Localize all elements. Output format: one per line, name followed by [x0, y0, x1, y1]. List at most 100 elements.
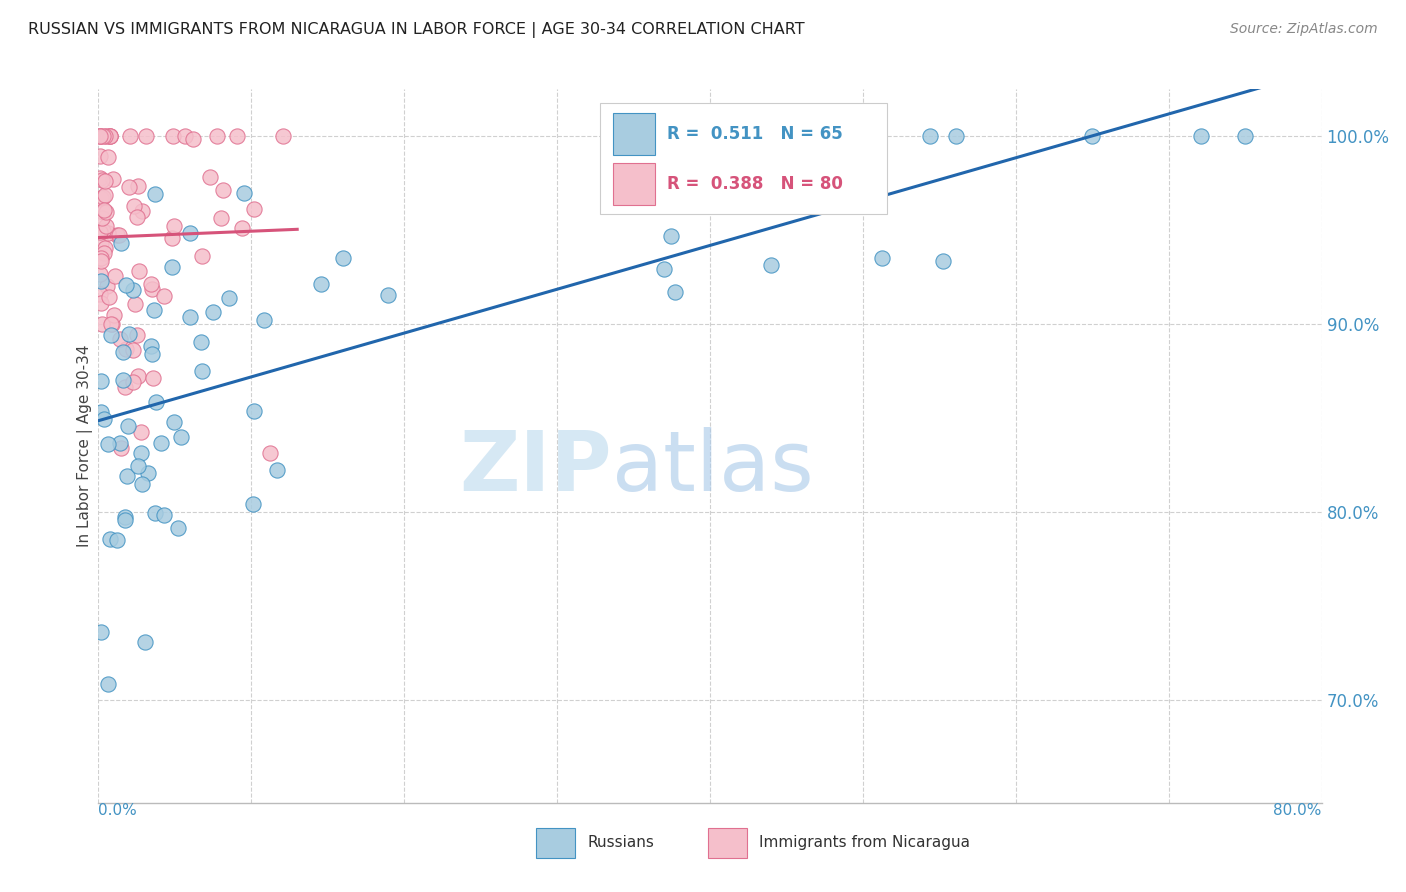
- Point: [231, 221, 253, 235]
- Text: atlas: atlas: [612, 427, 814, 508]
- Point: [93, 245, 115, 260]
- Point: [218, 291, 240, 305]
- Point: [243, 403, 266, 417]
- Point: [94, 204, 117, 219]
- Point: [89, 129, 111, 144]
- Point: [90, 235, 112, 250]
- Point: [118, 180, 141, 194]
- Point: [152, 289, 174, 303]
- Text: R =  0.511   N = 65: R = 0.511 N = 65: [668, 125, 844, 143]
- Point: [664, 285, 686, 299]
- Text: Russians: Russians: [588, 835, 655, 850]
- Point: [945, 129, 967, 144]
- Point: [761, 153, 783, 167]
- Point: [377, 287, 399, 301]
- Point: [759, 258, 782, 272]
- Point: [266, 463, 288, 477]
- Point: [659, 228, 682, 243]
- Point: [93, 241, 115, 255]
- Point: [122, 375, 145, 389]
- Point: [209, 211, 232, 226]
- Point: [152, 508, 174, 522]
- Point: [110, 441, 132, 455]
- FancyBboxPatch shape: [600, 103, 887, 214]
- Point: [135, 129, 157, 144]
- Point: [932, 253, 955, 268]
- Point: [852, 129, 875, 144]
- Point: [93, 204, 115, 219]
- Point: [131, 477, 153, 491]
- Point: [202, 305, 225, 319]
- Text: R =  0.388   N = 80: R = 0.388 N = 80: [668, 175, 844, 193]
- Point: [90, 253, 112, 268]
- Point: [94, 174, 117, 188]
- Point: [652, 262, 675, 277]
- Point: [131, 203, 153, 218]
- Point: [139, 277, 162, 291]
- Point: [89, 129, 111, 144]
- Point: [114, 513, 136, 527]
- Point: [97, 437, 120, 451]
- Point: [145, 394, 167, 409]
- Point: [207, 129, 229, 144]
- Point: [1234, 129, 1257, 144]
- Point: [91, 211, 114, 226]
- Point: [129, 425, 152, 439]
- Point: [128, 264, 150, 278]
- Point: [90, 374, 112, 388]
- FancyBboxPatch shape: [536, 828, 575, 858]
- Point: [89, 226, 111, 240]
- Point: [98, 289, 121, 303]
- Point: [101, 171, 124, 186]
- Point: [94, 188, 117, 202]
- Point: [114, 380, 136, 394]
- Point: [127, 368, 149, 383]
- Point: [103, 308, 125, 322]
- Point: [96, 279, 118, 293]
- Point: [100, 317, 122, 331]
- Point: [174, 129, 197, 144]
- Point: [183, 132, 205, 146]
- Point: [233, 186, 256, 200]
- Point: [105, 533, 128, 547]
- Point: [93, 412, 115, 426]
- Point: [309, 277, 332, 292]
- Point: [141, 346, 163, 360]
- Point: [101, 317, 124, 331]
- Point: [104, 268, 127, 283]
- Point: [114, 510, 136, 524]
- Point: [110, 435, 132, 450]
- Point: [142, 370, 165, 384]
- Point: [141, 282, 163, 296]
- Point: [127, 179, 149, 194]
- Point: [163, 219, 186, 233]
- Point: [98, 129, 121, 144]
- Point: [162, 129, 184, 144]
- FancyBboxPatch shape: [613, 162, 655, 205]
- Text: 80.0%: 80.0%: [1274, 803, 1322, 818]
- Point: [253, 313, 276, 327]
- Point: [111, 374, 134, 388]
- Point: [143, 507, 166, 521]
- Point: [226, 129, 249, 144]
- Point: [89, 170, 111, 185]
- Point: [96, 129, 118, 144]
- FancyBboxPatch shape: [707, 828, 747, 858]
- Point: [93, 129, 115, 144]
- Point: [271, 129, 294, 144]
- Point: [91, 190, 114, 204]
- Point: [127, 458, 149, 473]
- Point: [117, 419, 139, 434]
- Point: [134, 635, 156, 649]
- Point: [332, 251, 354, 265]
- Point: [143, 302, 166, 317]
- Point: [98, 129, 121, 144]
- Point: [870, 251, 893, 265]
- Point: [98, 532, 121, 546]
- Point: [212, 183, 235, 197]
- Point: [145, 186, 167, 201]
- Point: [115, 278, 138, 293]
- Point: [97, 150, 120, 164]
- Point: [118, 327, 141, 342]
- Point: [97, 677, 120, 691]
